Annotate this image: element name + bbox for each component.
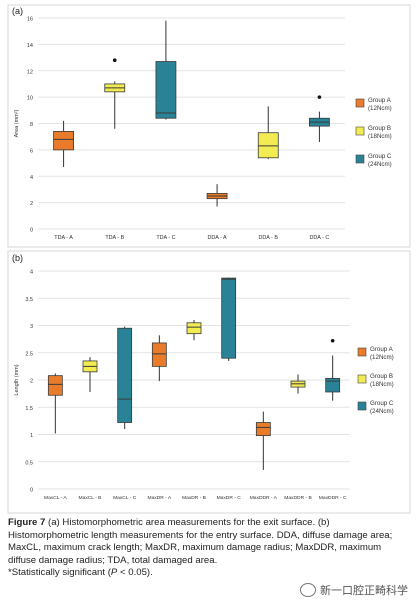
y-axis-title: Length (mm) [14,364,20,395]
legend-label: Group B [370,373,393,380]
caption-part-a-text: Histomorphometric area measurements for … [62,517,316,528]
caption-significance-prefix: *Statistically significant ( [8,567,111,579]
box [53,131,74,151]
x-tick-label: TDA - C [156,235,175,241]
panel-a: (a) 0 2 4 6 8 10 12 14 16 Area (mm²) TDA - A TDA - B… [12,6,345,241]
watermark-text: 新一口腔正畸科学 [320,585,408,597]
x-tick-label: MaxDR - C [217,495,242,501]
x-tick-label: MaxDDR - A [250,495,278,501]
outlier-point [112,58,117,62]
y-tick-label: 16 [27,17,33,23]
y-tick-label: 4 [30,175,33,181]
x-tick-label: DDA - C [310,235,330,241]
box [255,422,271,436]
y-tick-label: 0 [30,228,33,234]
x-tick-label: TDA - A [54,235,73,241]
y-tick-label: 6 [30,148,33,154]
caption-figure-number: Figure 7 [8,517,46,528]
caption-part-b-text: Histomorphometric length measurements fo… [8,529,393,566]
legend-label: (12Ncm) [368,105,392,112]
y-tick-label: 4 [30,270,33,276]
y-axis-title: Area (mm²) [14,109,20,137]
legend-a: Group A(12Ncm) Group B(18Ncm) Group C(24Nc… [355,97,392,168]
y-tick-label: 3 [30,324,33,330]
legend-swatch [357,374,367,384]
x-tick-label: DDA - A [207,235,227,241]
x-tick-label: DDA - B [259,235,279,241]
outlier-point [317,95,322,99]
legend-label: Group B [368,125,391,132]
box [257,132,279,159]
figure-caption: Figure 7 (a) Histomorphometric area meas… [8,517,410,580]
outlier-point [330,338,335,343]
x-tick-label: MaxDR - B [182,495,206,501]
y-tick-label: 8 [30,122,33,128]
x-tick-label: MaxCL - A [44,495,67,501]
legend-label: (18Ncm) [370,381,394,388]
x-tick-label: MaxCL - C [113,495,137,501]
panel-a-background [7,4,411,248]
panel-label-b: (b) [12,253,23,263]
legend-label: Group A [370,346,394,353]
legend-label: Group C [370,400,394,407]
legend-label: Group A [368,97,392,104]
x-tick-label: MaxDDR - C [319,495,347,501]
legend-label: (24Ncm) [368,161,392,168]
y-tick-label: 2.5 [25,351,33,357]
y-tick-label: 1.5 [25,406,33,412]
y-tick-label: 14 [27,43,33,49]
legend-label: (18Ncm) [368,133,392,140]
caption-significance-p: P [110,567,118,579]
legend-swatch [357,347,367,357]
legend-swatch [357,401,367,411]
y-tick-label: 0.5 [25,460,33,466]
box [325,377,341,393]
box [117,327,133,423]
legend-swatch [355,98,365,108]
y-tick-label: 3.5 [25,297,33,303]
legend-label: Group C [368,153,392,160]
caption-part-a-label: (a) [48,517,60,528]
legend-swatch [355,154,365,164]
x-tick-label: MaxDR - A [148,495,172,501]
wechat-icon [300,583,316,597]
x-tick-label: MaxCL - B [79,495,102,501]
x-tick-label: TDA - B [105,235,124,241]
caption-significance-suffix: < 0.05). [117,567,153,579]
legend-label: (12Ncm) [370,354,394,361]
legend-b: Group A(12Ncm) Group B(18Ncm) Group C(24Nc… [357,346,394,415]
y-tick-label: 1 [30,433,33,439]
x-tick-label: MaxDDR - B [284,495,311,501]
y-tick-label: 0 [30,488,33,494]
y-tick-label: 12 [27,69,33,75]
caption-part-b-label: (b) [317,517,330,528]
y-tick-label: 2 [30,379,33,385]
panel-label-a: (a) [12,6,23,16]
watermark: 新一口腔正畸科学 [300,582,408,598]
box [47,375,63,396]
y-tick-label: 10 [27,96,33,102]
box [151,342,167,367]
y-tick-label: 2 [30,201,33,207]
panel-b: (b) 0 0.5 1 1.5 2 2.5 3 3.5 4 Length (mm) MaxCL - A… [12,253,350,501]
box [221,277,237,359]
legend-label: (24Ncm) [370,408,394,415]
legend-swatch [355,126,365,136]
box [155,61,177,119]
panel-b-background [7,250,411,514]
box [186,322,202,335]
